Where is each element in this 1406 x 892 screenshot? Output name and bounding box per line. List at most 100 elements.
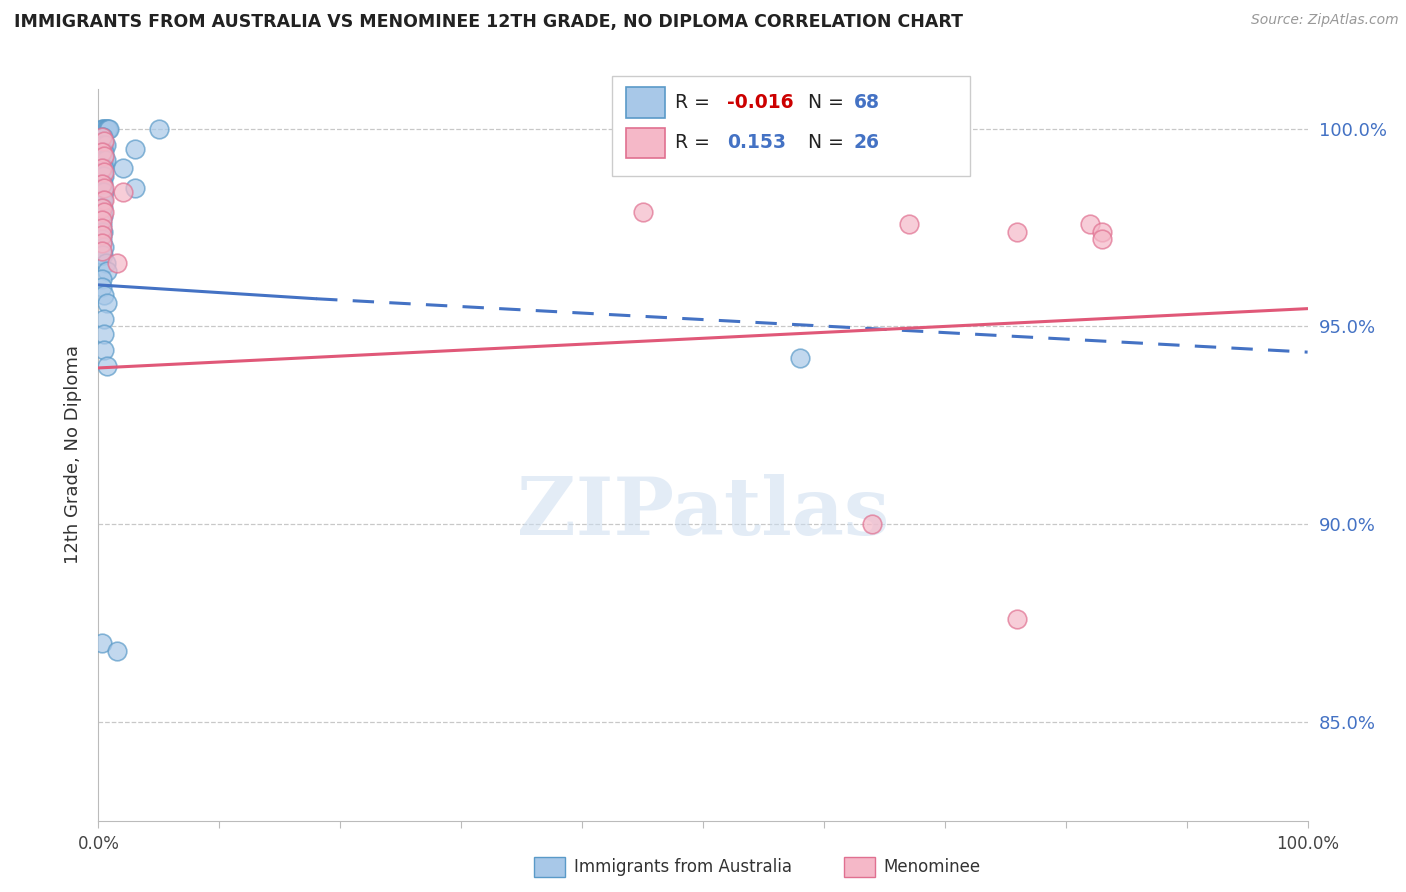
Point xyxy=(91,137,114,152)
Point xyxy=(93,204,115,219)
Text: Immigrants from Australia: Immigrants from Australia xyxy=(574,858,792,876)
Point xyxy=(860,517,883,532)
Point xyxy=(91,185,114,199)
Point xyxy=(91,177,114,191)
Text: Menominee: Menominee xyxy=(883,858,980,876)
Point xyxy=(93,165,115,179)
Point xyxy=(91,272,114,286)
Text: R =: R = xyxy=(675,93,716,112)
Point xyxy=(91,209,114,223)
Point xyxy=(91,169,114,184)
Point xyxy=(91,177,114,191)
Text: ZIPatlas: ZIPatlas xyxy=(517,475,889,552)
Point xyxy=(91,201,114,215)
Text: 26: 26 xyxy=(853,133,879,153)
Point xyxy=(91,129,114,144)
Point xyxy=(91,209,114,223)
Point xyxy=(93,121,115,136)
Point xyxy=(1091,232,1114,246)
Point xyxy=(91,212,114,227)
Point xyxy=(93,149,115,163)
Point xyxy=(94,121,117,136)
Point xyxy=(1007,612,1029,626)
Point xyxy=(91,177,114,191)
Point xyxy=(93,287,115,301)
Point xyxy=(91,225,114,239)
Point xyxy=(93,145,115,160)
Point xyxy=(91,161,114,176)
Text: 68: 68 xyxy=(853,93,879,112)
Point xyxy=(91,248,114,262)
Point xyxy=(124,141,146,155)
Point xyxy=(105,643,128,657)
Point xyxy=(91,236,114,251)
Text: R =: R = xyxy=(675,133,716,153)
Point xyxy=(91,280,114,294)
Point xyxy=(91,145,114,160)
Point xyxy=(93,161,115,176)
Point xyxy=(91,220,114,235)
Point xyxy=(96,121,118,136)
Point xyxy=(93,240,115,254)
Point xyxy=(91,129,114,144)
Text: 0.153: 0.153 xyxy=(727,133,786,153)
Point xyxy=(93,193,115,207)
Point xyxy=(631,204,654,219)
Point xyxy=(91,228,114,243)
Point xyxy=(91,193,114,207)
Text: Source: ZipAtlas.com: Source: ZipAtlas.com xyxy=(1251,13,1399,28)
Point xyxy=(96,359,118,373)
Point xyxy=(93,185,115,199)
Point xyxy=(93,181,115,195)
Point xyxy=(91,201,114,215)
Point xyxy=(111,185,134,199)
Point xyxy=(789,351,811,365)
Point xyxy=(91,169,114,184)
Point xyxy=(94,256,117,270)
Point xyxy=(91,121,114,136)
Point xyxy=(98,121,121,136)
Point xyxy=(93,134,115,148)
Point xyxy=(91,185,114,199)
Point xyxy=(91,145,114,160)
Point xyxy=(97,121,120,136)
Point xyxy=(91,232,114,246)
Point xyxy=(105,256,128,270)
Y-axis label: 12th Grade, No Diploma: 12th Grade, No Diploma xyxy=(65,345,83,565)
Point xyxy=(91,193,114,207)
Point xyxy=(91,201,114,215)
Text: -0.016: -0.016 xyxy=(727,93,793,112)
Point xyxy=(91,161,114,176)
Text: N =: N = xyxy=(808,93,851,112)
Point xyxy=(91,153,114,168)
Point xyxy=(91,244,114,259)
Text: N =: N = xyxy=(808,133,851,153)
Point xyxy=(93,327,115,342)
Point xyxy=(1078,217,1101,231)
Point xyxy=(93,153,115,168)
Point xyxy=(91,121,114,136)
Point xyxy=(93,311,115,326)
Point xyxy=(93,137,115,152)
Point xyxy=(94,153,117,168)
Point xyxy=(96,295,118,310)
Point xyxy=(91,225,114,239)
Point xyxy=(91,129,114,144)
Point xyxy=(1091,225,1114,239)
Point xyxy=(93,169,115,184)
Point xyxy=(91,636,114,650)
Text: IMMIGRANTS FROM AUSTRALIA VS MENOMINEE 12TH GRADE, NO DIPLOMA CORRELATION CHART: IMMIGRANTS FROM AUSTRALIA VS MENOMINEE 1… xyxy=(14,13,963,31)
Point xyxy=(124,181,146,195)
Point xyxy=(96,264,118,278)
Point xyxy=(91,153,114,168)
Point xyxy=(111,161,134,176)
Point xyxy=(91,248,114,262)
Point xyxy=(91,161,114,176)
Point xyxy=(94,137,117,152)
Point xyxy=(91,145,114,160)
Point xyxy=(91,217,114,231)
Point xyxy=(93,343,115,358)
Point xyxy=(1007,225,1029,239)
Point xyxy=(897,217,920,231)
Point xyxy=(148,121,170,136)
